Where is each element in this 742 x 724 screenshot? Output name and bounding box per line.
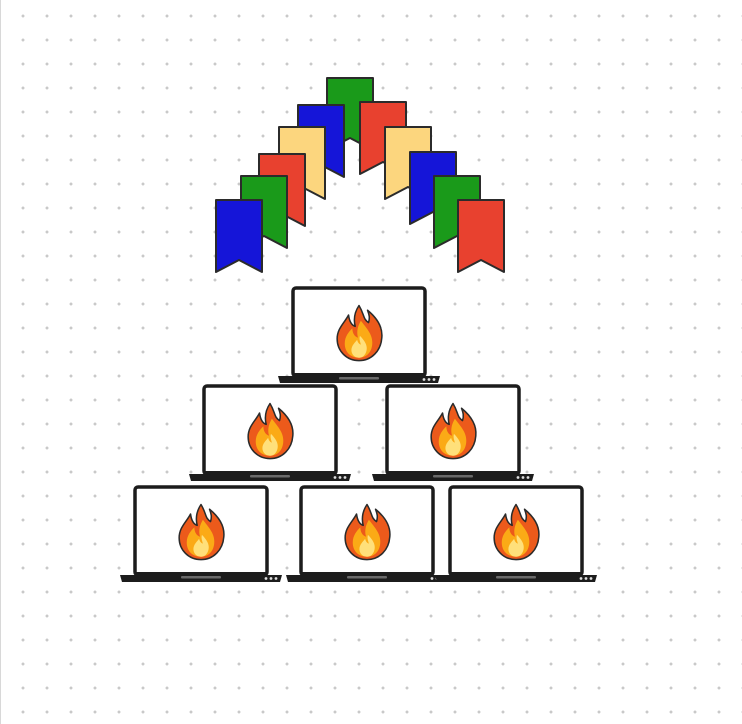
laptop-row2-2: [372, 386, 534, 481]
laptop-row3-3: [435, 487, 597, 582]
laptop-pyramid: [120, 288, 597, 582]
bunting-flags: [216, 78, 504, 272]
laptop-row2-1: [189, 386, 351, 481]
laptop-row3-2: [286, 487, 448, 582]
flag-left-1: [216, 200, 262, 272]
laptop-row3-1: [120, 487, 282, 582]
flag-right-5: [458, 200, 504, 272]
laptop-row1-1: [278, 288, 440, 383]
